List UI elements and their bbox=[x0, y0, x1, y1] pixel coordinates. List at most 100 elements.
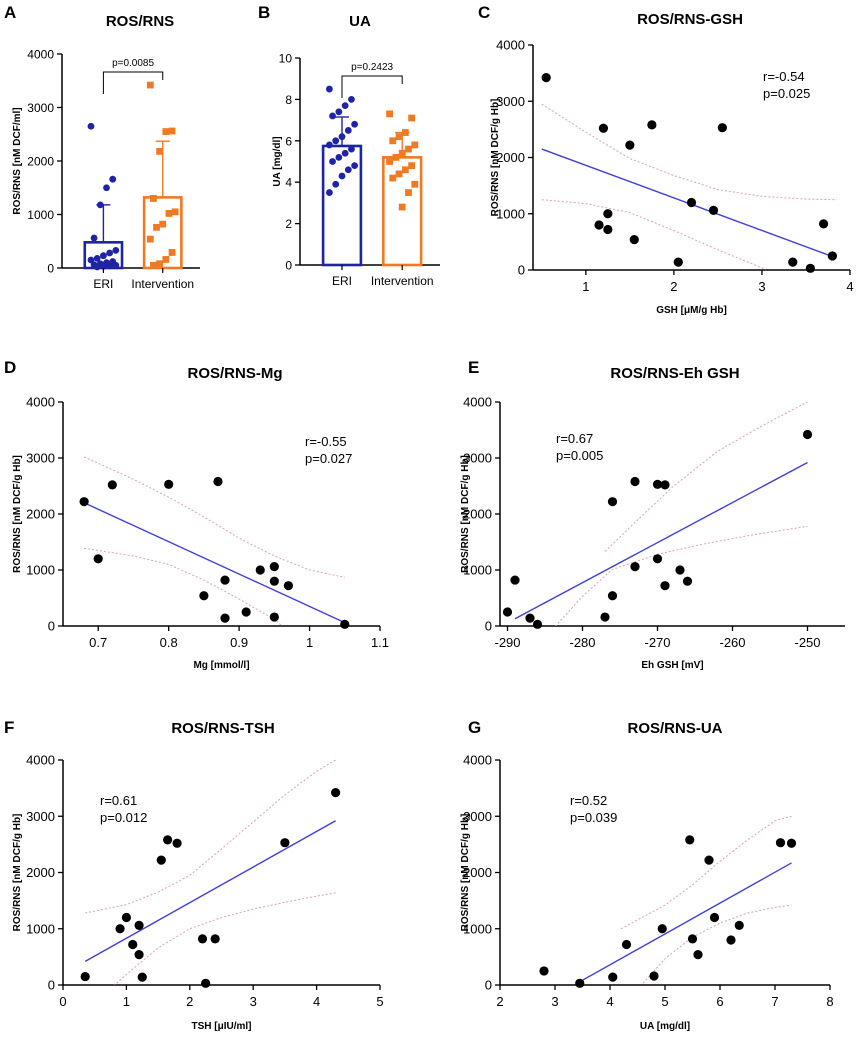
x-category-label: ERI bbox=[332, 274, 352, 288]
data-point bbox=[539, 966, 549, 976]
data-point bbox=[168, 249, 176, 256]
panel-G: G ROS/RNS-UA 0 1000 2000 3000 4000 2 3 4 5 6 7 8 ROS/R… bbox=[460, 718, 834, 1032]
data-point bbox=[607, 591, 618, 601]
panel-letter: D bbox=[4, 358, 16, 377]
data-point bbox=[532, 619, 543, 629]
regression-line bbox=[83, 502, 346, 624]
y-tick-label: 3000 bbox=[26, 809, 55, 824]
y-tick-label: 2000 bbox=[27, 155, 54, 169]
x-axis-label: UA [mg/dl] bbox=[640, 1021, 690, 1032]
y-tick-label: 2 bbox=[285, 217, 292, 231]
y-tick-label: 2000 bbox=[26, 865, 55, 880]
data-point bbox=[398, 203, 406, 211]
data-point bbox=[709, 912, 720, 923]
panel-C: C ROS/RNS-GSH 0 1000 2000 3000 4000 1 2 3 4 ROS/RNS… bbox=[478, 3, 854, 316]
data-point bbox=[331, 788, 341, 798]
panel-A: A ROS/RNS 0 1000 2000 3000 4000 ROS/RNS [nM DCF… bbox=[4, 3, 200, 291]
data-point bbox=[106, 249, 114, 257]
data-point bbox=[348, 96, 355, 103]
data-point bbox=[326, 85, 333, 93]
y-tick-label: 1000 bbox=[496, 206, 525, 221]
data-point bbox=[100, 252, 107, 260]
x-tick-label: 5 bbox=[661, 994, 668, 1009]
significance-bracket bbox=[102, 71, 164, 94]
panel-E: E ROS/RNS-Eh GSH 0 1000 2000 3000 4000 -290 -280… bbox=[460, 358, 845, 671]
data-point bbox=[96, 201, 104, 209]
correlation-r: r=0.61 bbox=[100, 793, 137, 808]
data-point bbox=[93, 554, 103, 564]
y-axis-label: ROS/RNS [nM DCF/g Hb] bbox=[12, 455, 23, 573]
data-point bbox=[197, 934, 208, 944]
y-tick-label: 0 bbox=[285, 259, 292, 273]
data-point bbox=[818, 219, 829, 229]
data-point bbox=[332, 137, 340, 145]
data-point bbox=[172, 838, 182, 848]
data-point bbox=[786, 838, 797, 848]
data-point bbox=[405, 189, 412, 196]
x-tick-label: 8 bbox=[826, 994, 833, 1009]
x-tick-label: 1 bbox=[306, 635, 313, 650]
data-point bbox=[341, 102, 349, 110]
data-point bbox=[660, 581, 670, 591]
y-tick-label: 0 bbox=[48, 978, 55, 993]
y-tick-label: 4000 bbox=[463, 395, 492, 410]
data-point bbox=[90, 234, 98, 242]
data-point bbox=[162, 256, 170, 263]
data-point bbox=[338, 172, 346, 180]
y-tick-label: 6 bbox=[285, 134, 292, 148]
data-point bbox=[682, 576, 693, 586]
y-tick-label: 10 bbox=[279, 52, 293, 66]
data-point bbox=[607, 497, 618, 507]
x-axis-label: Eh GSH [mV] bbox=[641, 660, 703, 671]
y-tick-label: 4000 bbox=[27, 48, 54, 62]
data-point bbox=[802, 429, 813, 440]
data-point bbox=[647, 120, 657, 130]
data-point bbox=[128, 939, 138, 950]
data-point bbox=[687, 934, 698, 944]
data-point bbox=[137, 972, 147, 982]
x-axis-label: Mg [mmol/l] bbox=[193, 660, 249, 671]
panel-D: D ROS/RNS-Mg 0 1000 2000 3000 4000 0.7 0.8 0.9 1 1.… bbox=[4, 358, 389, 671]
data-point bbox=[775, 838, 786, 848]
data-point bbox=[805, 263, 815, 273]
data-point bbox=[608, 972, 618, 982]
data-point bbox=[326, 189, 333, 196]
panel-title: ROS/RNS-UA bbox=[627, 720, 722, 737]
x-tick-label: 1 bbox=[582, 279, 589, 294]
y-axis-label: ROS/RNS [nM DCF/g Hb] bbox=[460, 455, 471, 573]
y-tick-label: 4000 bbox=[463, 753, 492, 768]
data-point bbox=[351, 120, 358, 128]
data-point bbox=[329, 112, 336, 120]
data-point bbox=[269, 576, 279, 586]
y-tick-label: 1000 bbox=[27, 208, 54, 222]
x-tick-label: -280 bbox=[569, 635, 595, 650]
data-point bbox=[150, 195, 157, 202]
x-tick-label: 1.1 bbox=[371, 635, 389, 650]
regression-line bbox=[576, 862, 792, 984]
y-tick-label: 8 bbox=[285, 93, 292, 107]
data-point bbox=[693, 950, 703, 960]
data-point bbox=[502, 607, 513, 617]
panel-letter: C bbox=[478, 3, 490, 22]
data-point bbox=[153, 223, 160, 231]
correlation-p: p=0.012 bbox=[100, 810, 147, 825]
data-point bbox=[150, 261, 157, 269]
x-tick-label: 6 bbox=[716, 994, 723, 1009]
ci-lower-band bbox=[84, 547, 284, 626]
data-point bbox=[411, 180, 419, 188]
data-point bbox=[510, 575, 520, 585]
data-point bbox=[269, 612, 279, 622]
data-point bbox=[603, 209, 613, 219]
data-point bbox=[112, 261, 120, 269]
ci-lower-band bbox=[541, 199, 766, 270]
x-tick-label: 0.8 bbox=[160, 635, 178, 650]
data-point bbox=[134, 920, 144, 930]
data-point bbox=[392, 153, 400, 161]
correlation-p: p=0.025 bbox=[763, 86, 810, 101]
data-point bbox=[79, 497, 89, 507]
data-point bbox=[401, 129, 409, 136]
x-tick-label: -290 bbox=[494, 635, 520, 650]
data-point bbox=[210, 934, 220, 944]
data-point bbox=[109, 175, 117, 183]
x-category-label: Intervention bbox=[371, 274, 434, 288]
